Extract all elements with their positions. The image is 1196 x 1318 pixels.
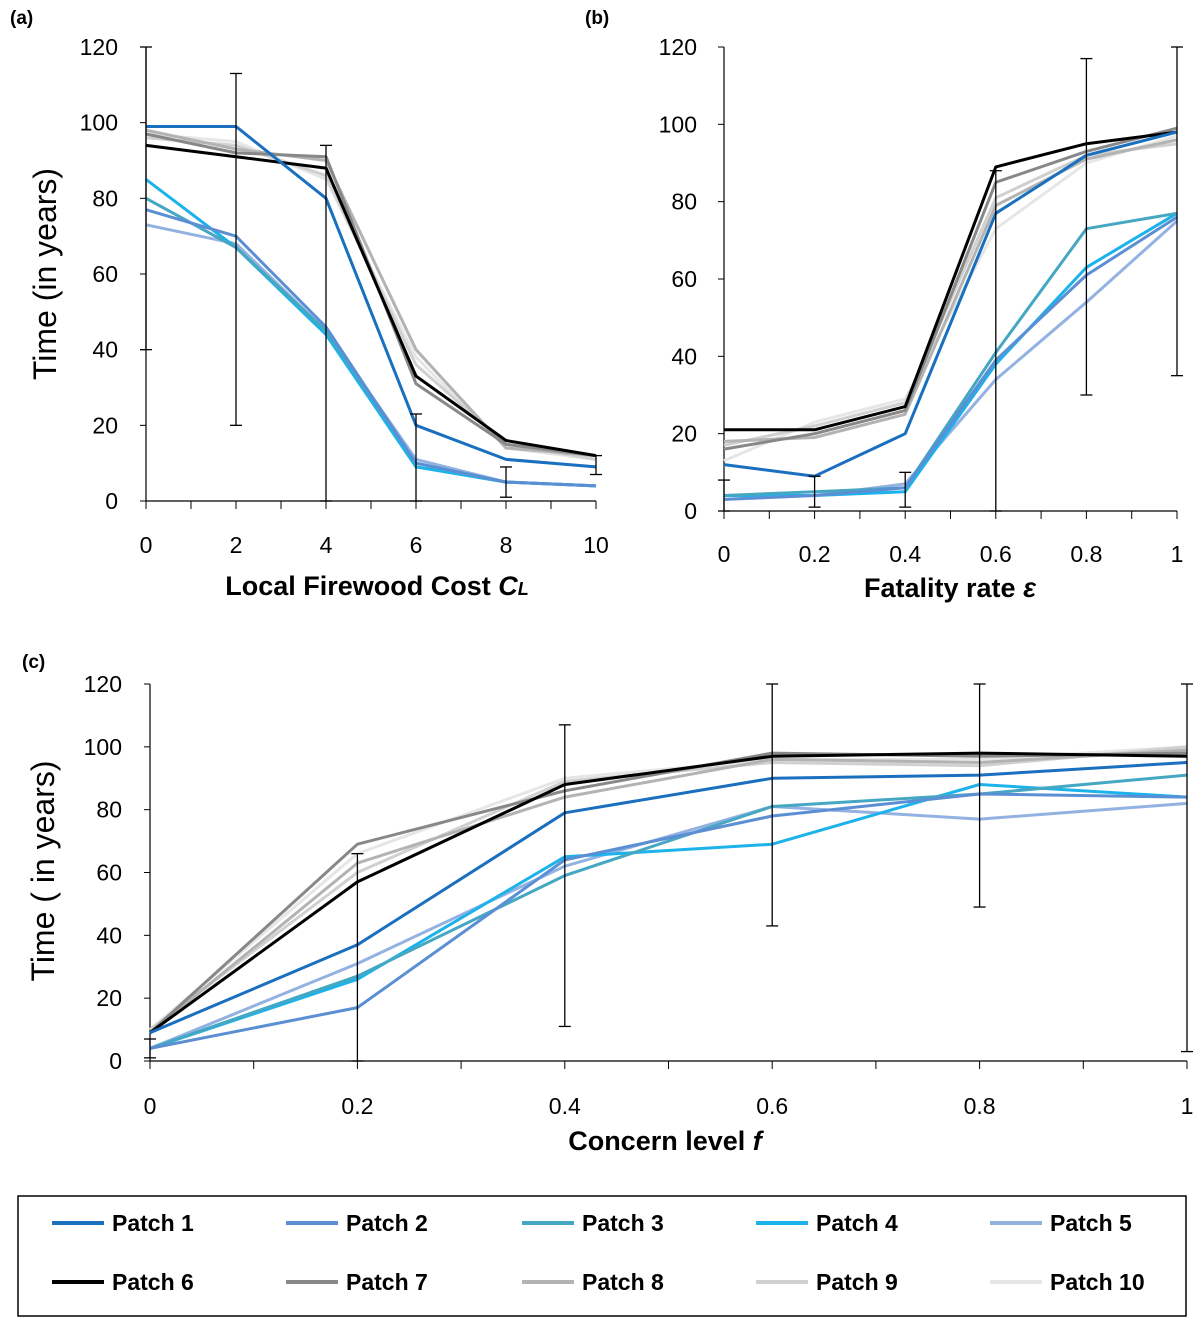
x-tick-label: 0 — [144, 1093, 157, 1119]
x-tick-label: 1 — [1171, 541, 1184, 567]
legend-label-patch-3: Patch 3 — [582, 1210, 664, 1236]
y-tick-label: 120 — [84, 671, 122, 697]
legend-label-patch-5: Patch 5 — [1050, 1210, 1132, 1236]
series-line-patch-1 — [146, 125, 597, 469]
y-tick-label: 0 — [109, 1048, 122, 1074]
x-tick-label: 0.8 — [1070, 541, 1102, 567]
x-axis-label-c: Concern level f — [568, 1126, 765, 1156]
y-tick-label: 100 — [659, 111, 697, 137]
x-tick-label: 1 — [1181, 1093, 1194, 1119]
y-tick-label: 20 — [96, 985, 122, 1011]
series-line-patch-7 — [723, 126, 1178, 451]
x-tick-label: 8 — [500, 532, 513, 558]
legend-label-patch-8: Patch 8 — [582, 1269, 664, 1295]
y-axis-label-a: Time (in years) — [27, 168, 63, 380]
y-tick-label: 0 — [105, 488, 118, 514]
panel-label-c: (c) — [22, 652, 45, 673]
x-tick-label: 0.6 — [756, 1093, 788, 1119]
x-tick-label: 0.8 — [964, 1093, 996, 1119]
chart-panel-c: (c) Time ( in years) Concern level f 0 20… — [22, 652, 1193, 1156]
y-tick-label: 20 — [92, 412, 118, 438]
x-tick-label: 0.4 — [549, 1093, 581, 1119]
x-tick-label: 4 — [320, 532, 333, 558]
series-line-patch-9 — [145, 136, 597, 461]
y-tick-label: 60 — [671, 266, 697, 292]
series-line-patch-4 — [145, 178, 597, 488]
y-tick-label: 120 — [659, 34, 697, 60]
x-tick-label: 2 — [230, 532, 243, 558]
chart-panel-b: (b) Fatality rate ε 0 20 40 60 80 100 120 0 0.2 0… — [585, 8, 1183, 603]
x-axis-label-b: Fatality rate ε — [864, 573, 1037, 603]
series-line-patch-5 — [723, 219, 1179, 501]
series-line-patch-7 — [148, 751, 1188, 1034]
panel-label-b: (b) — [585, 8, 609, 29]
series-line-patch-6 — [145, 143, 597, 458]
y-tick-label: 80 — [92, 185, 118, 211]
x-tick-label: 0.2 — [799, 541, 831, 567]
x-tick-label: 10 — [583, 532, 609, 558]
panel-label-a: (a) — [10, 8, 33, 29]
series-line-patch-2 — [149, 792, 1188, 1050]
legend-label-patch-6: Patch 6 — [112, 1269, 194, 1295]
x-tick-label: 0.4 — [889, 541, 921, 567]
series-line-patch-7 — [145, 132, 597, 458]
chart-panel-a: (a) Time (in years) Local Firewood Cost … — [10, 8, 609, 601]
y-tick-label: 100 — [80, 110, 118, 136]
x-tick-label: 0.2 — [341, 1093, 373, 1119]
y-tick-label: 0 — [684, 498, 697, 524]
y-tick-label: 60 — [92, 261, 118, 287]
x-tick-label: 0.6 — [980, 541, 1012, 567]
y-tick-label: 120 — [80, 34, 118, 60]
legend-label-patch-10: Patch 10 — [1050, 1269, 1145, 1295]
legend: Patch 1 Patch 2 Patch 3 Patch 4 Patch 5 Patch… — [17, 1195, 1187, 1317]
y-tick-label: 80 — [96, 797, 122, 823]
series-line-patch-5 — [149, 801, 1188, 1050]
legend-label-patch-2: Patch 2 — [346, 1210, 428, 1236]
x-axis-label-a: Local Firewood Cost CL — [225, 571, 529, 601]
y-tick-label: 40 — [671, 343, 697, 369]
series-line-patch-10 — [149, 745, 1188, 1031]
series-line-patch-8 — [723, 138, 1178, 443]
x-tick-label: 0 — [718, 541, 731, 567]
series-line-patch-4 — [724, 212, 1178, 497]
series-line-patch-4 — [149, 783, 1188, 1050]
series-line-patch-8 — [145, 128, 597, 458]
y-tick-label: 40 — [96, 922, 122, 948]
y-tick-label: 40 — [92, 337, 118, 363]
series-line-patch-3 — [149, 773, 1188, 1050]
series-line-patch-2 — [145, 208, 597, 488]
y-tick-label: 60 — [96, 860, 122, 886]
y-tick-label: 20 — [671, 421, 697, 447]
series-line-patch-6 — [149, 751, 1188, 1034]
series-line-patch-10 — [145, 132, 597, 461]
y-tick-label: 100 — [84, 734, 122, 760]
x-tick-label: 6 — [410, 532, 423, 558]
series-line-patch-1 — [723, 130, 1178, 478]
legend-label-patch-7: Patch 7 — [346, 1269, 428, 1295]
series-line-patch-1 — [149, 761, 1188, 1035]
legend-label-patch-4: Patch 4 — [816, 1210, 898, 1236]
legend-label-patch-1: Patch 1 — [112, 1210, 194, 1236]
series-line-patch-8 — [149, 748, 1188, 1034]
y-axis-label-c: Time ( in years) — [25, 760, 61, 981]
legend-label-patch-9: Patch 9 — [816, 1269, 898, 1295]
y-tick-label: 80 — [671, 189, 697, 215]
series-line-patch-6 — [724, 130, 1178, 432]
series-line-patch-3 — [723, 211, 1178, 497]
x-tick-label: 0 — [140, 532, 153, 558]
series-line-patch-2 — [723, 215, 1178, 501]
legend-frame — [17, 1195, 1187, 1317]
